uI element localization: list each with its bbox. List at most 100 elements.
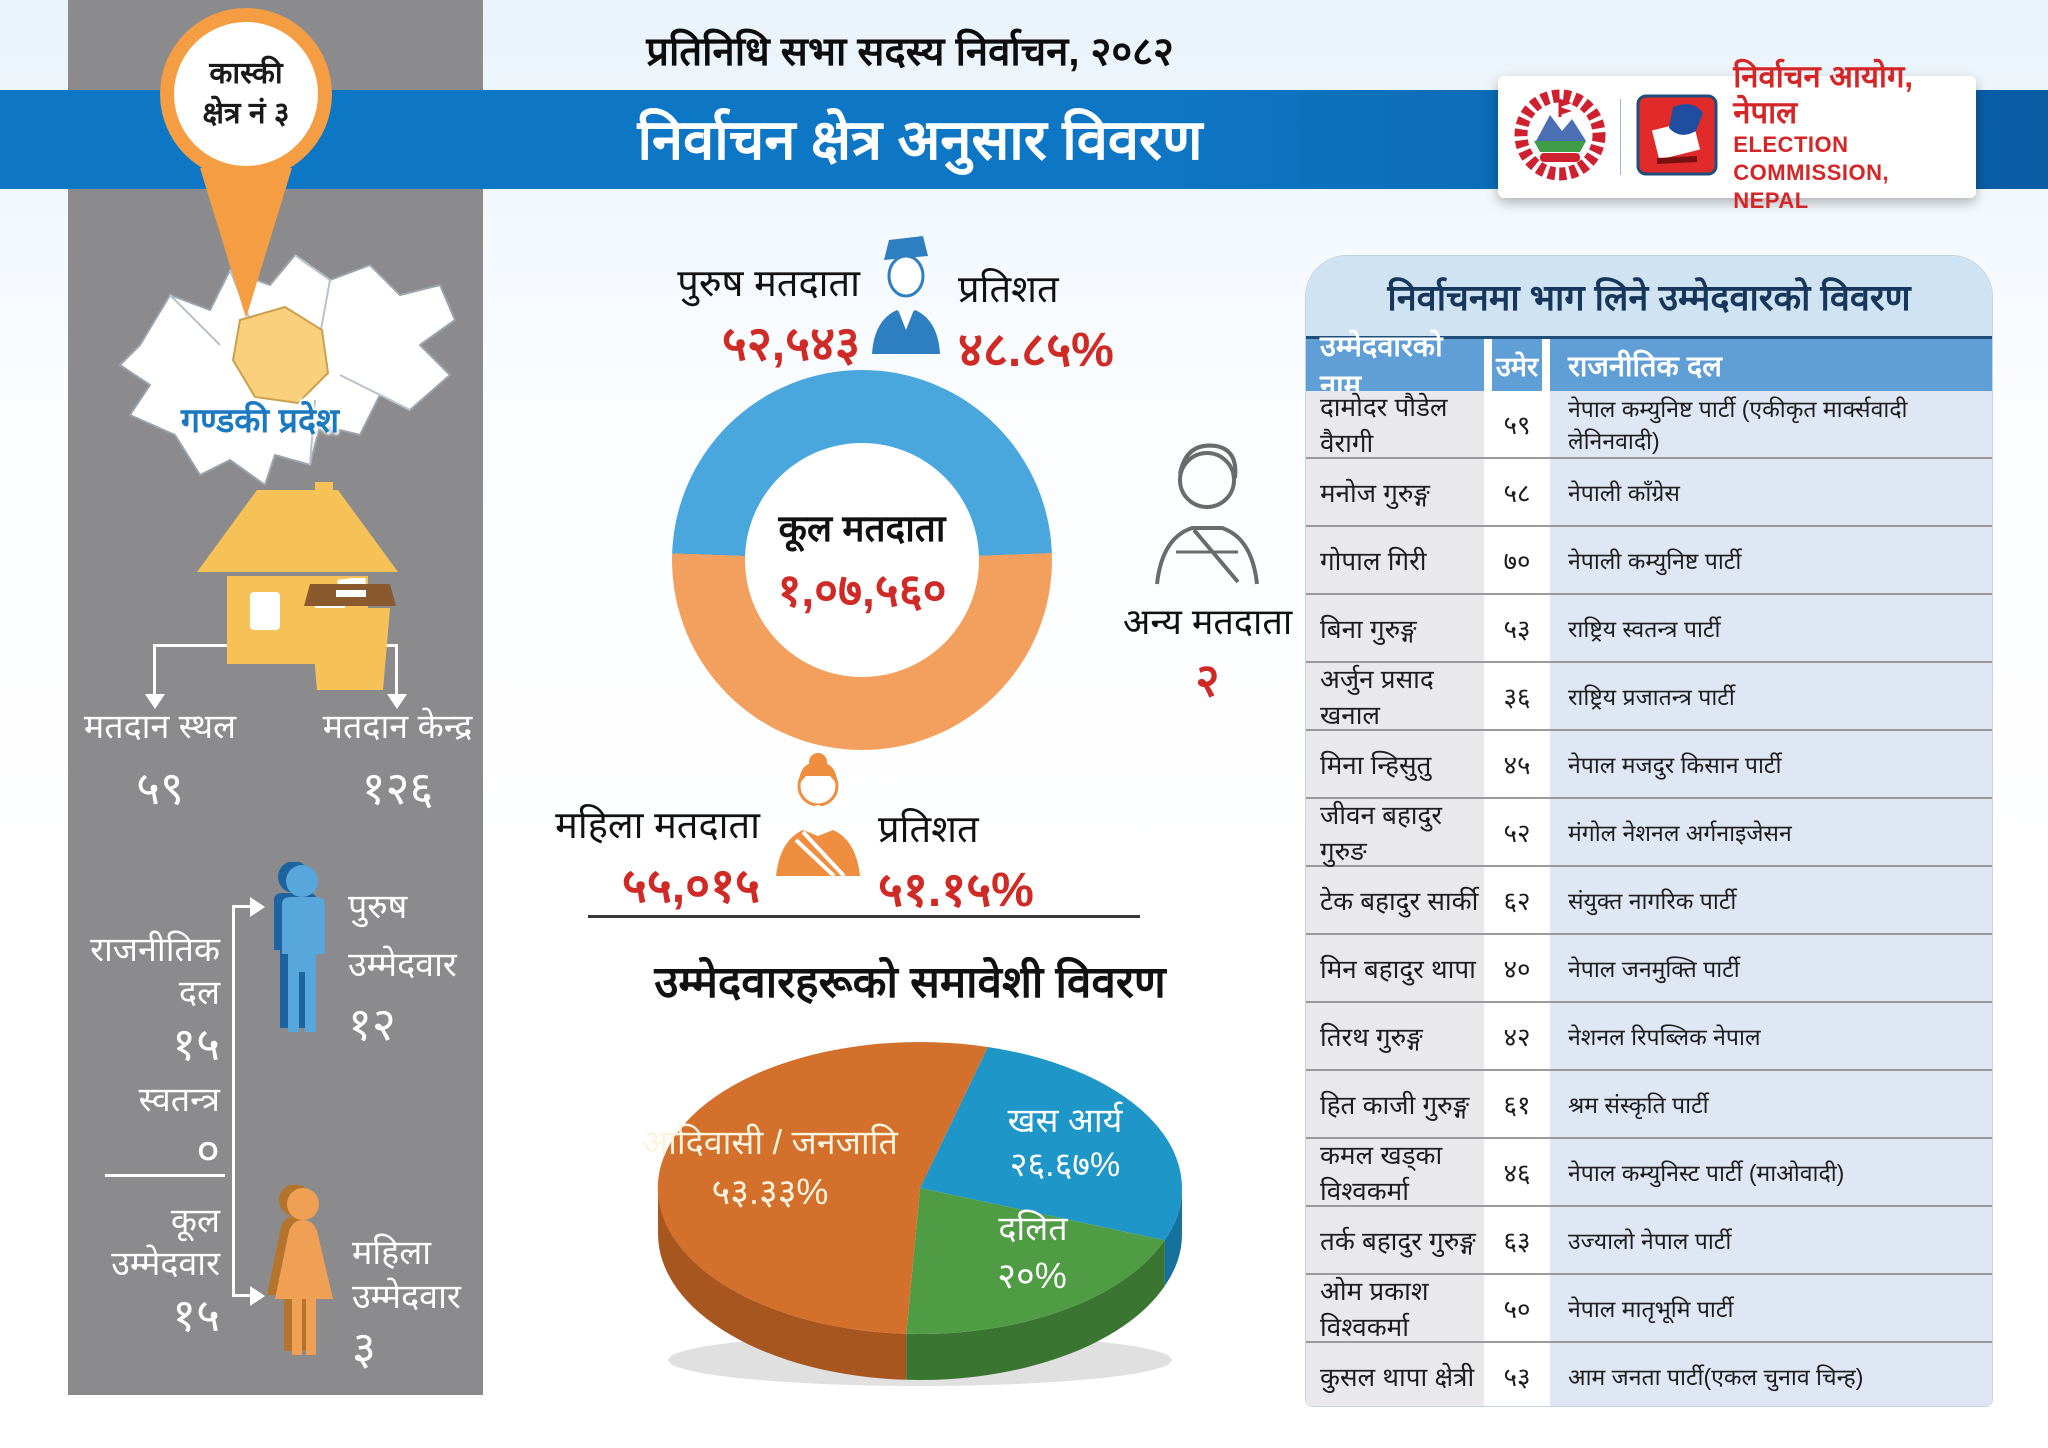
- table-row: ओम प्रकाश विश्वकर्मा ५० नेपाल मातृभूमि पार…: [1306, 1275, 1992, 1343]
- candidate-name: तर्क बहादुर गुरुङ्ग: [1306, 1207, 1484, 1273]
- arrow-down-icon: [387, 694, 407, 709]
- pie-slice1-label: आदिवासी / जनजाति: [642, 1124, 898, 1162]
- pie-slice2-value: २६.६७%: [1009, 1146, 1121, 1184]
- ballot-box-icon: [300, 576, 400, 697]
- table-row: मिन बहादुर थापा ४० नेपाल जनमुक्ति पार्टी: [1306, 935, 1992, 1003]
- polling-place-label: मतदान स्थल: [83, 708, 237, 746]
- page-supertitle: प्रतिनिधि सभा सदस्य निर्वाचन, २०८२: [646, 30, 1174, 74]
- table-row: जीवन बहादुर गुरुङ ५२ मंगोल नेशनल अर्गनाइजे…: [1306, 799, 1992, 867]
- candidate-party: नेपाल जनमुक्ति पार्टी: [1550, 935, 1992, 1001]
- party-label-1: राजनीतिक: [90, 931, 220, 969]
- female-voters-value: ५५,०१५: [621, 860, 760, 913]
- female-voter-sari-icon: [770, 748, 866, 881]
- candidate-age: ५०: [1492, 1275, 1542, 1341]
- candidate-name: टेक बहादुर सार्की: [1306, 867, 1484, 933]
- candidate-party: नेपाल मजदुर किसान पार्टी: [1550, 731, 1992, 797]
- arrow-right-icon: [250, 1286, 265, 1306]
- candidate-party: नेपाली काँग्रेस: [1550, 459, 1992, 525]
- female-pct-label: प्रतिशत: [878, 809, 979, 851]
- constituency-pin-label: कास्की क्षेत्र नं ३: [174, 22, 318, 166]
- sum-divider: [105, 1174, 225, 1177]
- polling-place-value: ५९: [136, 762, 184, 814]
- page-title: निर्वाचन क्षेत्र अनुसार विवरण: [637, 108, 1203, 171]
- candidate-name: मनोज गुरुङ्ग: [1306, 459, 1484, 525]
- total-voters-label: कूल मतदाता: [778, 507, 946, 549]
- candidate-age: ७०: [1492, 527, 1542, 593]
- candidate-party: नेपाली कम्युनिष्ट पार्टी: [1550, 527, 1992, 593]
- male-candidates-label-1: पुरुष: [348, 888, 408, 926]
- candidate-age: ४०: [1492, 935, 1542, 1001]
- candidate-age: ६२: [1492, 867, 1542, 933]
- candidate-age: ५९: [1492, 391, 1542, 457]
- table-row: हित काजी गुरुङ्ग ६१ श्रम संस्कृति पार्टी: [1306, 1071, 1992, 1139]
- table-row: अर्जुन प्रसाद खनाल ३६ राष्ट्रिय प्रजातन्त्…: [1306, 663, 1992, 731]
- candidate-name: कुसल थापा क्षेत्री: [1306, 1343, 1484, 1406]
- candidate-party: उज्यालो नेपाल पार्टी: [1550, 1207, 1992, 1273]
- inclusion-section-title: उम्मेदवारहरूको समावेशी विवरण: [654, 958, 1166, 1007]
- inclusion-pie-chart: [650, 1040, 1210, 1393]
- table-row: बिना गुरुङ्ग ५३ राष्ट्रिय स्वतन्त्र पार्टी: [1306, 595, 1992, 663]
- candidate-age: ४५: [1492, 731, 1542, 797]
- pie-slice1-value: ५३.३३%: [711, 1171, 829, 1212]
- female-candidates-label-2: उम्मेदवार: [352, 1278, 461, 1316]
- pie-slice3-value: २०%: [997, 1255, 1067, 1296]
- candidate-party: नेपाल कम्युनिष्ट पार्टी (एकीकृत मार्क्सव…: [1550, 391, 1992, 457]
- pie-slice2-label: खस आर्य: [1007, 1102, 1123, 1140]
- male-candidates-value: १२: [348, 998, 396, 1050]
- bracket-line: [232, 905, 235, 1297]
- candidate-party: राष्ट्रिय स्वतन्त्र पार्टी: [1550, 595, 1992, 661]
- candidate-age: ५८: [1492, 459, 1542, 525]
- candidate-age: ६३: [1492, 1207, 1542, 1273]
- candidate-name: बिना गुरुङ्ग: [1306, 595, 1484, 661]
- total-voters-value: १,०७,५६०: [777, 563, 947, 616]
- candidate-party: नेपाल मातृभूमि पार्टी: [1550, 1275, 1992, 1341]
- female-candidates-value: ३: [352, 1322, 376, 1374]
- polling-center-label: मतदान केन्द्र: [322, 708, 473, 746]
- candidate-party: नेपाल कम्युनिस्ट पार्टी (माओवादी): [1550, 1139, 1992, 1205]
- female-pct-value: ५१.१५%: [878, 864, 1034, 917]
- female-voters-label: महिला मतदाता: [555, 805, 760, 847]
- candidates-table: निर्वाचनमा भाग लिने उम्मेदवारको विवरण उम…: [1305, 255, 1993, 1407]
- other-voter-icon: [1142, 432, 1272, 592]
- table-row: गोपाल गिरी ७० नेपाली कम्युनिष्ट पार्टी: [1306, 527, 1992, 595]
- other-voters-label: अन्य मतदाता: [1122, 601, 1293, 642]
- connector-line: [153, 644, 156, 696]
- candidate-age: ६१: [1492, 1071, 1542, 1137]
- col-header-party: राजनीतिक दल: [1550, 339, 1992, 391]
- pin-district: कास्की: [209, 57, 283, 90]
- independent-value: ०: [196, 1124, 220, 1176]
- independent-label: स्वतन्त्र: [138, 1081, 220, 1119]
- candidate-name: मिन बहादुर थापा: [1306, 935, 1484, 1001]
- table-row: तर्क बहादुर गुरुङ्ग ६३ उज्यालो नेपाल पार्ट…: [1306, 1207, 1992, 1275]
- total-candidates-label-2: उम्मेदवार: [111, 1245, 220, 1283]
- male-voters-label: पुरुष मतदाता: [677, 263, 860, 305]
- commission-logo-card: निर्वाचन आयोग, नेपाल ELECTION COMMISSION…: [1498, 59, 1976, 213]
- bracket-line: [232, 905, 252, 908]
- election-commission-logo-icon: [1635, 93, 1719, 182]
- candidate-party: मंगोल नेशनल अर्गनाइजेसन: [1550, 799, 1992, 865]
- polling-center-value: १२६: [361, 762, 434, 814]
- candidate-party: नेशनल रिपब्लिक नेपाल: [1550, 1003, 1992, 1069]
- total-candidates-label-1: कूल: [170, 1202, 220, 1240]
- candidate-party: संयुक्त नागरिक पार्टी: [1550, 867, 1992, 933]
- nepal-emblem-icon: [1514, 89, 1606, 186]
- candidate-name: गोपाल गिरी: [1306, 527, 1484, 593]
- candidate-name: ओम प्रकाश विश्वकर्मा: [1306, 1275, 1484, 1342]
- candidate-name: तिरथ गुरुङ्ग: [1306, 1003, 1484, 1069]
- candidate-age: ३६: [1492, 663, 1542, 729]
- candidate-party: राष्ट्रिय प्रजातन्त्र पार्टी: [1550, 663, 1992, 729]
- arrow-right-icon: [250, 897, 265, 917]
- table-row: तिरथ गुरुङ्ग ४२ नेशनल रिपब्लिक नेपाल: [1306, 1003, 1992, 1071]
- commission-name-english: ELECTION COMMISSION, NEPAL: [1733, 132, 1890, 213]
- male-candidate-icon: [258, 861, 340, 1045]
- other-voters-value: २: [1195, 654, 1220, 706]
- table-row: कमल खड्का विश्वकर्मा ४६ नेपाल कम्युनिस्ट प…: [1306, 1139, 1992, 1207]
- map-pin-tail-icon: [200, 168, 292, 318]
- party-label-2: दल: [178, 974, 220, 1012]
- commission-name-nepali: निर्वाचन आयोग, नेपाल: [1733, 59, 1914, 130]
- candidates-table-title: निर्वाचनमा भाग लिने उम्मेदवारको विवरण: [1306, 256, 1992, 336]
- pie-slice3-label: दलित: [998, 1210, 1068, 1248]
- candidate-name: जीवन बहादुर गुरुङ: [1306, 799, 1484, 866]
- candidate-party: श्रम संस्कृति पार्टी: [1550, 1071, 1992, 1137]
